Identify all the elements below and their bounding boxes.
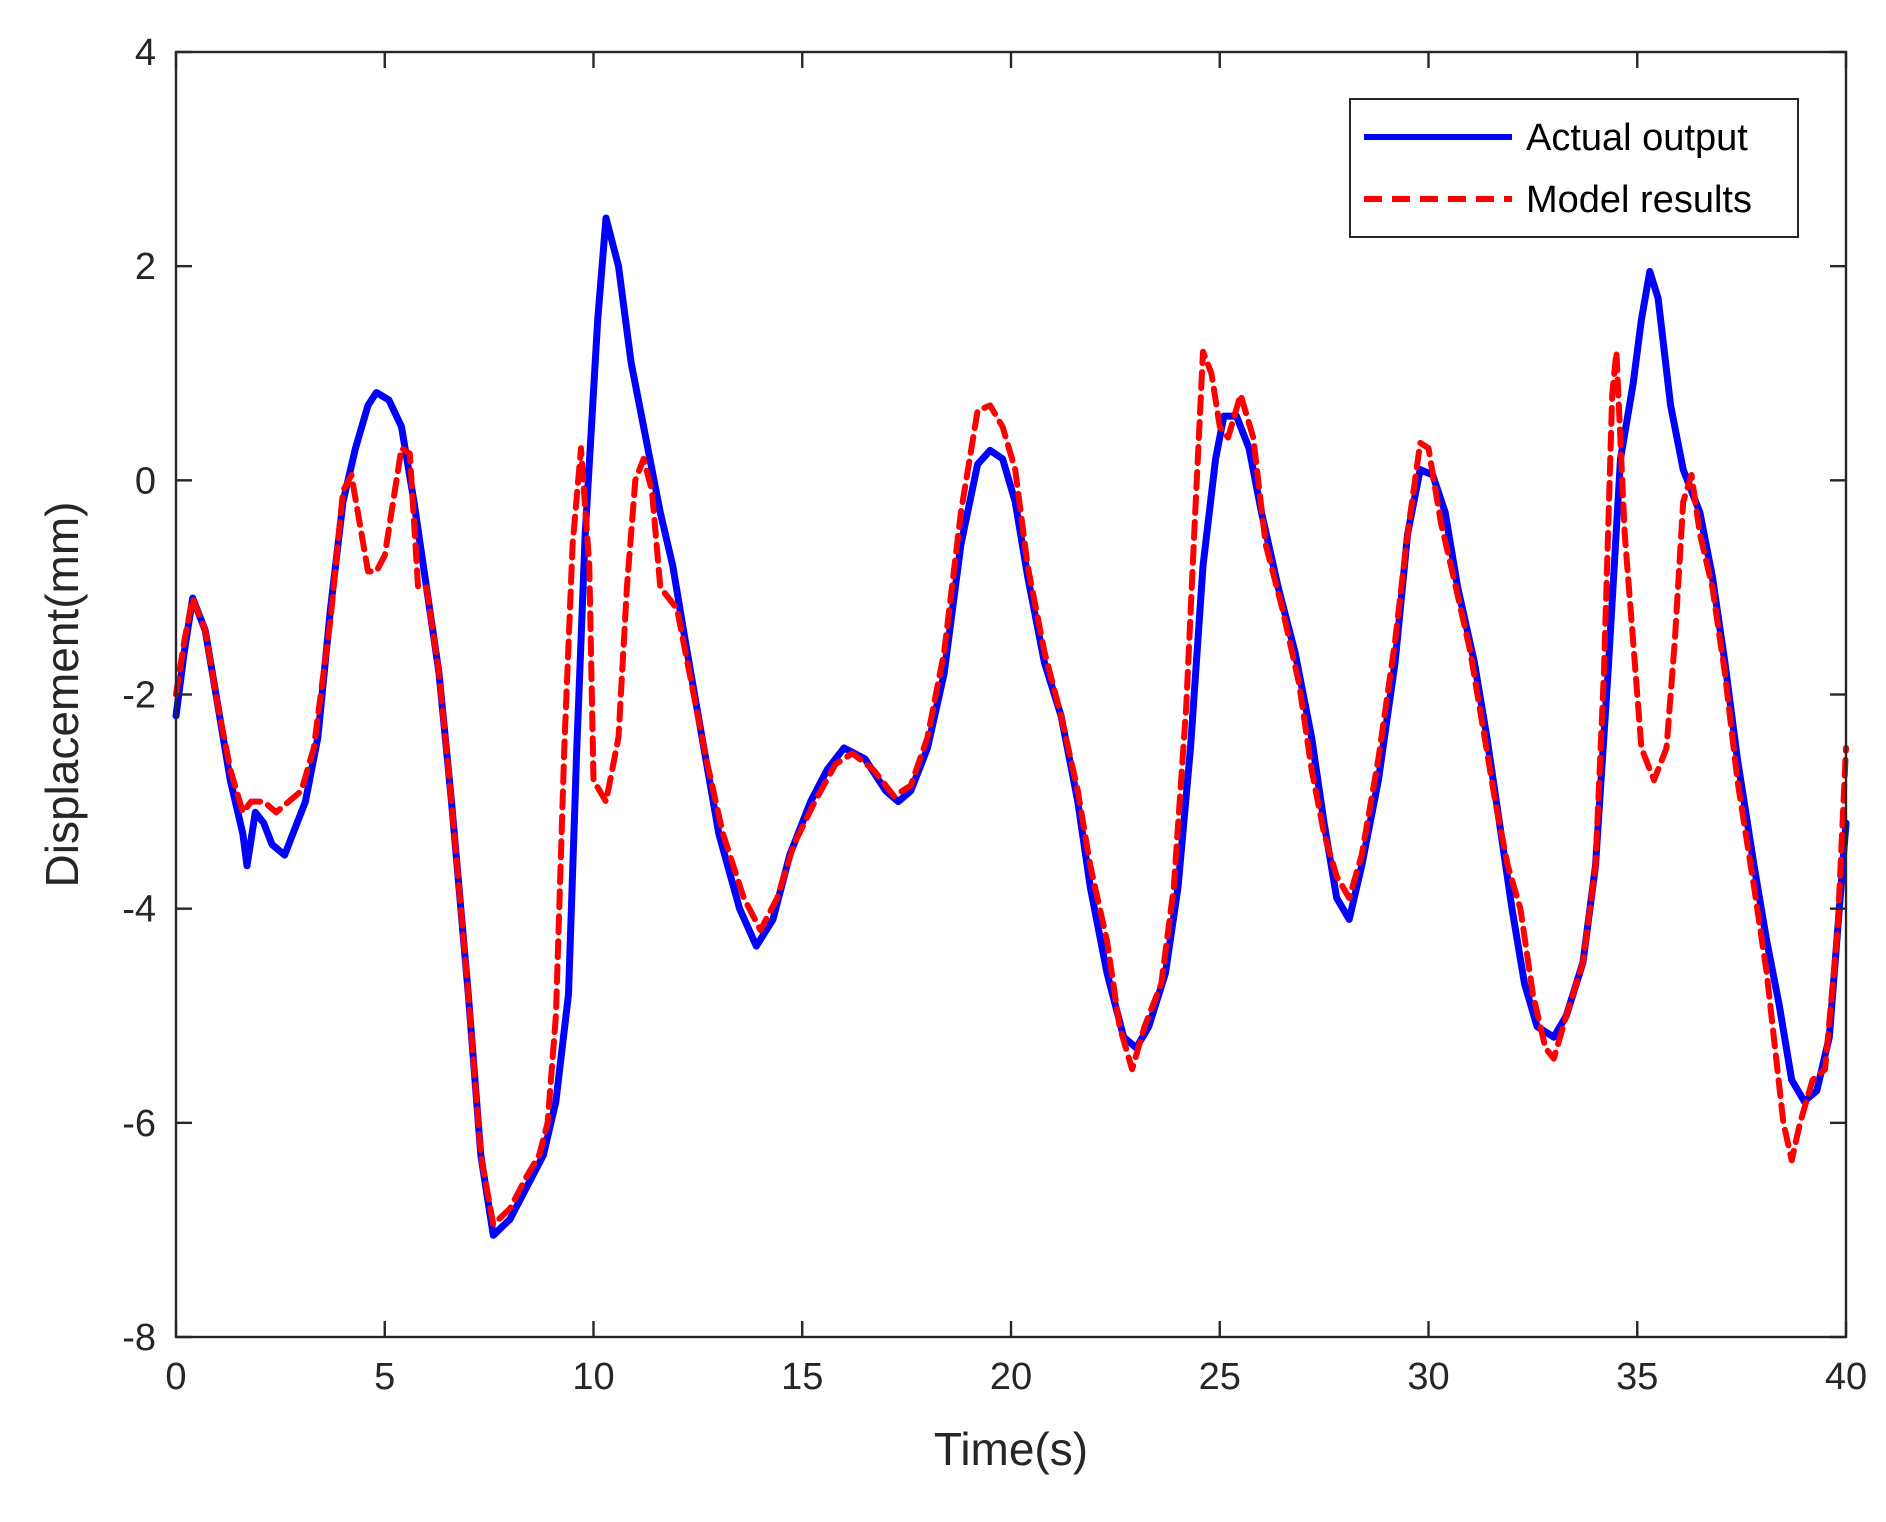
y-tick-label: -2 — [122, 675, 156, 717]
y-tick-label: -8 — [122, 1317, 156, 1359]
y-axis-ticks: -8 -6 -4 -2 0 2 4 — [122, 32, 1846, 1359]
x-tick-label: 5 — [374, 1356, 395, 1398]
x-tick-label: 15 — [781, 1356, 823, 1398]
x-tick-label: 40 — [1825, 1356, 1867, 1398]
y-axis-label: Displacement(mm) — [36, 502, 88, 888]
y-tick-label: 4 — [135, 32, 156, 74]
y-tick-label: 2 — [135, 246, 156, 288]
x-tick-label: 25 — [1199, 1356, 1241, 1398]
legend-label-model-results: Model results — [1526, 179, 1752, 221]
y-tick-label: 0 — [135, 460, 156, 502]
x-tick-label: 30 — [1407, 1356, 1449, 1398]
x-axis-label: Time(s) — [934, 1423, 1088, 1475]
legend-label-actual-output: Actual output — [1526, 117, 1748, 159]
y-tick-label: -4 — [122, 889, 156, 931]
x-tick-label: 35 — [1616, 1356, 1658, 1398]
legend-box — [1349, 98, 1799, 238]
series-line-model-results — [173, 348, 1849, 1228]
y-tick-label: -6 — [122, 1103, 156, 1145]
x-tick-label: 0 — [165, 1356, 186, 1398]
series-layer — [172, 214, 1850, 1239]
x-tick-label: 10 — [572, 1356, 614, 1398]
x-axis-ticks: 0 5 10 15 20 25 30 35 40 — [165, 52, 1867, 1398]
legend: Actual output Model results — [1349, 98, 1799, 238]
x-tick-label: 20 — [990, 1356, 1032, 1398]
